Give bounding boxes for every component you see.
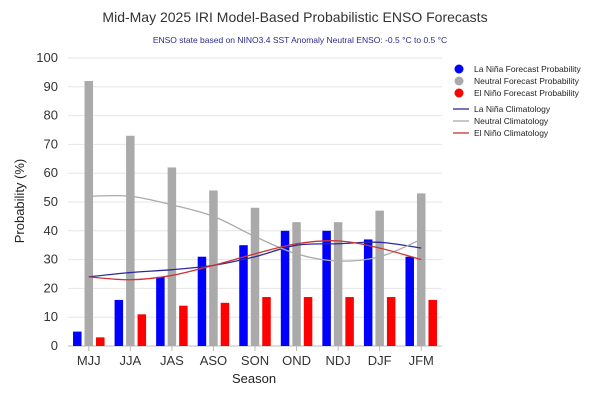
y-tick-label-60: 60 <box>44 165 58 180</box>
chart-title: Mid-May 2025 IRI Model-Based Probabilist… <box>102 9 487 25</box>
legend-label-el-nino-forecast: El Niño Forecast Probability <box>474 88 580 98</box>
x-tick-label-djf: DJF <box>368 353 392 368</box>
bar-la-nina-mjj <box>73 331 82 346</box>
y-axis-title: Probability (%) <box>12 159 27 244</box>
y-tick-label-100: 100 <box>36 50 58 65</box>
bar-neutral-ond <box>292 222 301 346</box>
axes <box>68 345 442 351</box>
y-tick-label-0: 0 <box>51 338 58 353</box>
bar-neutral-jja <box>126 135 135 346</box>
bar-el-nino-jja <box>137 314 147 346</box>
line-el-nino-climatology <box>88 240 422 281</box>
bar-neutral-jas <box>167 167 177 346</box>
bar-la-nina-jfm <box>405 256 414 346</box>
x-tick-label-jas: JAS <box>160 353 184 368</box>
x-tick-label-ond: OND <box>282 353 311 368</box>
legend-marker-neutral-forecast <box>454 76 464 86</box>
x-axis-title: Season <box>232 371 276 386</box>
bar-el-nino-aso <box>220 302 230 346</box>
bar-el-nino-jfm <box>428 299 437 346</box>
x-tick-label-jfm: JFM <box>409 353 434 368</box>
bar-neutral-ndj <box>333 222 343 346</box>
bar-el-nino-ndj <box>345 297 354 346</box>
climatology-lines <box>88 194 422 281</box>
bar-neutral-jfm <box>416 193 426 346</box>
bar-el-nino-jas <box>179 305 188 346</box>
x-tick-label-son: SON <box>241 353 269 368</box>
bar-neutral-mjj <box>84 81 94 346</box>
bar-la-nina-ond <box>280 230 290 346</box>
bar-la-nina-son <box>239 245 248 346</box>
x-tick-label-jja: JJA <box>119 353 141 368</box>
legend-label-el-nino-climatology: El Niño Climatology <box>474 128 549 138</box>
bar-la-nina-djf <box>363 239 373 346</box>
y-tick-label-40: 40 <box>44 223 58 238</box>
legend-marker-la-nina-forecast <box>454 64 464 74</box>
x-tick-label-aso: ASO <box>200 353 227 368</box>
y-tick-label-80: 80 <box>44 108 58 123</box>
y-tick-label-50: 50 <box>44 194 58 209</box>
line-neutral-climatology <box>88 194 422 262</box>
bar-la-nina-aso <box>197 256 207 346</box>
bar-el-nino-son <box>262 297 271 346</box>
y-tick-label-70: 70 <box>44 136 58 151</box>
bar-la-nina-jja <box>114 299 124 346</box>
bar-el-nino-djf <box>386 297 396 346</box>
y-tick-label-20: 20 <box>44 280 58 295</box>
bar-neutral-djf <box>375 210 384 346</box>
chart-subtitle: ENSO state based on NINO3.4 SST Anomaly … <box>153 35 447 45</box>
y-tick-label-10: 10 <box>44 309 58 324</box>
bar-el-nino-mjj <box>96 337 105 346</box>
legend-label-neutral-climatology: Neutral Climatology <box>474 116 549 126</box>
y-tick-label-30: 30 <box>44 252 58 267</box>
tick-labels: 0 10 20 30 40 50 60 70 80 90 100 MJJ JJA JAS ASO SON OND… <box>36 50 434 368</box>
bar-series <box>73 81 437 346</box>
bar-la-nina-jas <box>156 276 165 346</box>
x-tick-label-mjj: MJJ <box>77 353 101 368</box>
bar-el-nino-ond <box>303 297 313 346</box>
bar-neutral-son <box>250 207 260 346</box>
bar-neutral-aso <box>209 190 218 346</box>
legend-label-la-nina-forecast: La Niña Forecast Probability <box>474 64 582 74</box>
bar-la-nina-ndj <box>322 230 331 346</box>
legend-marker-el-nino-forecast <box>454 88 464 98</box>
line-la-nina-climatology <box>88 241 422 278</box>
x-tick-label-ndj: NDJ <box>325 353 350 368</box>
legend-label-la-nina-climatology: La Niña Climatology <box>474 104 551 114</box>
legend-label-neutral-forecast: Neutral Forecast Probability <box>474 76 580 86</box>
legend: La Niña Forecast Probability Neutral Fore… <box>453 64 582 138</box>
y-tick-label-90: 90 <box>44 79 58 94</box>
